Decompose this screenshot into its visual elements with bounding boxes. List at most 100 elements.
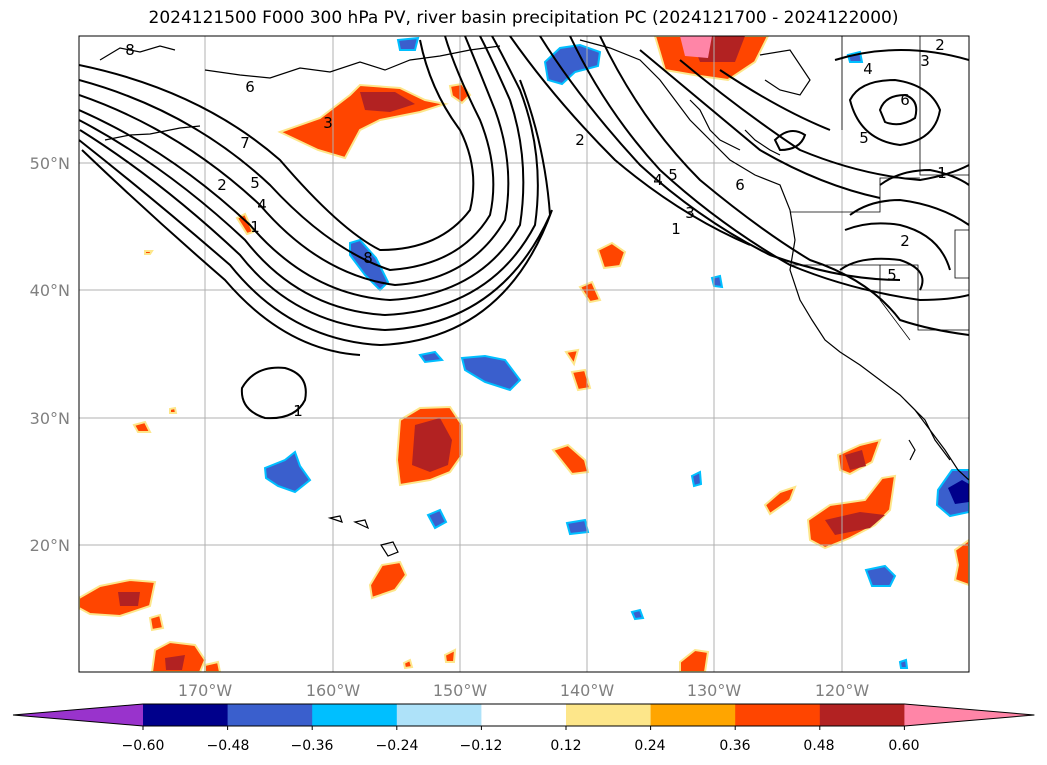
contour-label: 3 [685, 204, 695, 222]
colorbar-extend-high [904, 704, 1035, 726]
contour-label: 5 [887, 266, 897, 284]
contour-label: 6 [900, 91, 910, 109]
precip-patch [825, 512, 885, 535]
lon-label: 140°W [560, 681, 615, 700]
colorbar-tick: 0.24 [634, 738, 665, 754]
contour-label: 1 [937, 164, 947, 182]
lon-label: 160°W [306, 681, 361, 700]
contour-label: 7 [240, 134, 250, 152]
colorbar-segment [143, 704, 229, 726]
precip-patch [79, 578, 157, 618]
precip-patch [169, 406, 178, 414]
colorbar-segment [566, 704, 652, 726]
lon-label: 130°W [687, 681, 742, 700]
contour-label: 4 [257, 196, 267, 214]
contour-label: 5 [859, 129, 869, 147]
precip-patch [596, 241, 627, 270]
lat-label: 50°N [30, 154, 70, 173]
contour-label: 1 [293, 402, 303, 420]
precip-patch [412, 418, 452, 472]
precip-patch [543, 43, 602, 86]
lon-label: 170°W [178, 681, 233, 700]
lon-labels: 170°W 160°W 150°W 140°W 130°W 120°W [178, 681, 870, 700]
precip-patch [148, 613, 165, 632]
precip-patch [680, 36, 712, 58]
colorbar-tick: −0.60 [122, 738, 165, 754]
colorbar-tick: −0.48 [207, 738, 250, 754]
contour-label: 1 [671, 220, 681, 238]
contour-labels: 8 6 7 3 2 5 4 1 8 2 5 4 6 3 1 2 3 4 6 5 … [125, 36, 947, 420]
contour-label: 2 [900, 232, 910, 250]
precip-patch [426, 508, 448, 530]
colorbar-segment [650, 704, 736, 726]
precip-patch [396, 36, 420, 51]
precip-patch [845, 450, 866, 470]
precip-patch [864, 564, 897, 587]
precip-patch [460, 354, 522, 392]
precip-patch [570, 368, 592, 392]
colorbar-tick: −0.24 [376, 738, 419, 754]
contour-label: 2 [935, 36, 945, 54]
precip-patch [763, 485, 797, 516]
precip-patch [132, 420, 152, 433]
colorbar-tick: 0.12 [550, 738, 581, 754]
precip-patch [953, 538, 969, 587]
precip-patch [368, 560, 408, 600]
precip-patch [564, 348, 580, 367]
colorbar-segment [819, 704, 905, 726]
precip-patch [118, 592, 140, 606]
map-background [79, 36, 969, 672]
colorbar-segment [227, 704, 313, 726]
precip-patch [443, 648, 457, 663]
colorbar-segment [735, 704, 821, 726]
precip-patch [679, 648, 710, 672]
colorbar-segment [396, 704, 482, 726]
colorbar-segment [481, 704, 567, 726]
precip-patch [690, 470, 703, 488]
colorbar-tick: 0.60 [888, 738, 919, 754]
colorbar-tick: −0.12 [460, 738, 503, 754]
map-frame [78, 35, 970, 673]
contour-label: 3 [920, 52, 930, 70]
contour-label: 2 [575, 131, 585, 149]
lon-label: 150°W [433, 681, 488, 700]
contour-label: 5 [668, 166, 678, 184]
precip-patch [263, 450, 312, 494]
lat-label: 40°N [30, 281, 70, 300]
colorbar-ticks: −0.60 −0.48 −0.36 −0.24 −0.12 0.12 0.24 … [122, 738, 920, 754]
colorbar-tick: 0.48 [803, 738, 834, 754]
contour-label: 1 [250, 218, 260, 236]
colorbar [12, 703, 1035, 730]
map-title: 2024121500 F000 300 hPa PV, river basin … [148, 8, 899, 28]
precip-patches [79, 36, 969, 672]
contour-label: 5 [250, 174, 260, 192]
contour-label: 4 [653, 171, 663, 189]
precip-patch [360, 92, 415, 112]
contour-label: 6 [245, 78, 255, 96]
precip-patch [565, 518, 590, 536]
precip-patch [898, 658, 909, 669]
precip-patch [204, 660, 222, 672]
contour-label: 4 [863, 60, 873, 78]
lon-label: 120°W [815, 681, 870, 700]
colorbar-segment [312, 704, 398, 726]
colorbar-tick: −0.36 [291, 738, 334, 754]
precip-patch [235, 212, 255, 236]
contour-label: 6 [735, 176, 745, 194]
precip-patch [402, 658, 414, 670]
colorbar-extend-low [13, 704, 143, 726]
contour-label: 3 [323, 114, 333, 132]
lat-label: 30°N [30, 409, 70, 428]
colorbar-tick: 0.36 [719, 738, 750, 754]
precip-patch [948, 480, 969, 504]
precip-patch [630, 608, 645, 621]
precip-patch [144, 250, 154, 255]
lat-labels: 50°N 40°N 30°N 20°N [30, 154, 70, 555]
lat-label: 20°N [30, 536, 70, 555]
contour-label: 2 [217, 176, 227, 194]
pv-contours [79, 36, 969, 420]
precip-patch [165, 655, 185, 670]
precip-patch [418, 350, 445, 364]
precip-patch [349, 238, 390, 292]
